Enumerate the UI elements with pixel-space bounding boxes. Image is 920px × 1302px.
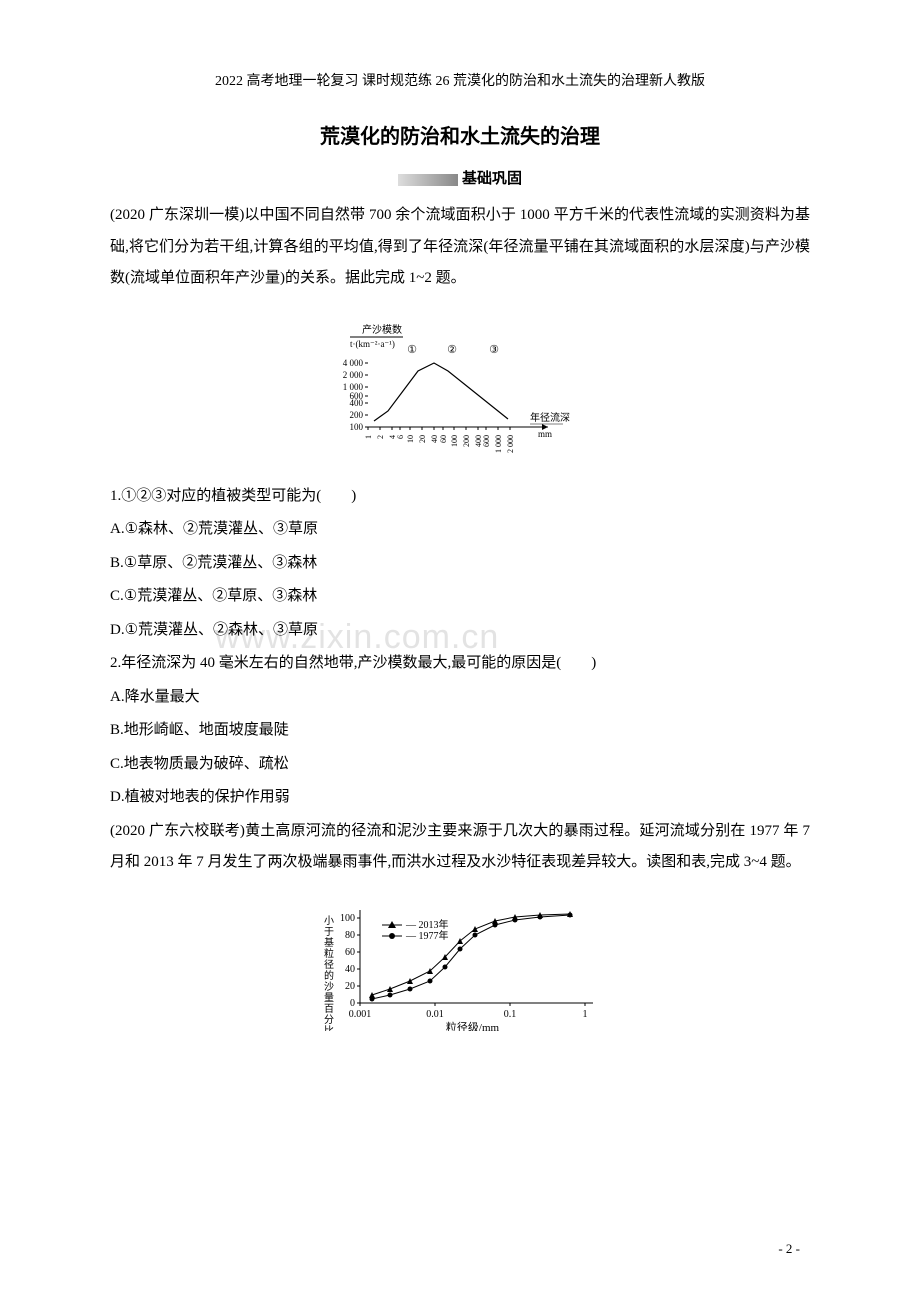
svg-text:2 000: 2 000 — [506, 435, 515, 453]
svg-text:②: ② — [447, 344, 457, 356]
svg-text:6: 6 — [396, 435, 405, 439]
svg-text:比: 比 — [324, 1025, 334, 1031]
chart1-svg: 1002004006001 0002 0004 0001246102040601… — [310, 307, 610, 467]
svg-text:0: 0 — [350, 998, 355, 1009]
svg-text:的: 的 — [324, 969, 334, 982]
page-number: - 2 - — [778, 1241, 800, 1257]
svg-text:分: 分 — [324, 1014, 334, 1026]
passage1-text: (2020 广东深圳一模)以中国不同自然带 700 余个流域面积小于 1000 … — [110, 200, 810, 295]
svg-text:③: ③ — [489, 344, 499, 356]
svg-text:年径流深: 年径流深 — [530, 411, 570, 424]
svg-text:0.01: 0.01 — [426, 1009, 444, 1020]
q2-option-a: A.降水量最大 — [110, 682, 810, 714]
svg-text:20: 20 — [418, 435, 427, 443]
svg-text:40: 40 — [430, 435, 439, 443]
svg-text:量: 量 — [324, 992, 334, 1004]
svg-text:100: 100 — [450, 435, 459, 447]
svg-text:80: 80 — [345, 930, 355, 941]
svg-text:1 000: 1 000 — [494, 435, 503, 453]
q1-stem: 1.①②③对应的植被类型可能为( ) — [110, 481, 810, 513]
q1-option-a: A.①森林、②荒漠灌丛、③草原 — [110, 514, 810, 546]
q1-option-c: C.①荒漠灌丛、②草原、③森林 — [110, 581, 810, 613]
q1-option-b: B.①草原、②荒漠灌丛、③森林 — [110, 548, 810, 580]
q2-option-b: B.地形崎岖、地面坡度最陡 — [110, 715, 810, 747]
svg-text:— 2013年: — 2013年 — [405, 918, 449, 931]
svg-text:4 000: 4 000 — [343, 358, 364, 368]
svg-text:产沙模数: 产沙模数 — [362, 323, 402, 336]
svg-text:百: 百 — [324, 1003, 334, 1015]
q2-option-d: D.植被对地表的保护作用弱 — [110, 782, 810, 814]
svg-text:1 000: 1 000 — [343, 382, 364, 392]
svg-text:2: 2 — [376, 435, 385, 439]
svg-text:mm: mm — [538, 429, 552, 439]
svg-text:60: 60 — [345, 947, 355, 958]
svg-text:— 1977年: — 1977年 — [405, 929, 449, 942]
svg-text:粒: 粒 — [324, 947, 334, 960]
svg-text:600: 600 — [482, 435, 491, 447]
svg-text:600: 600 — [350, 391, 364, 401]
q2-option-c: C.地表物质最为破碎、疏松 — [110, 749, 810, 781]
chart2-svg: 0204060801000.0010.010.11小于基粒径的沙量百分比/%粒径… — [305, 891, 615, 1031]
svg-text:100: 100 — [340, 913, 355, 924]
passage2-text: (2020 广东六校联考)黄土高原河流的径流和泥沙主要来源于几次大的暴雨过程。延… — [110, 816, 810, 879]
svg-text:小: 小 — [324, 915, 334, 927]
chart2-container: 0204060801000.0010.010.11小于基粒径的沙量百分比/%粒径… — [110, 891, 810, 1031]
svg-text:10: 10 — [406, 435, 415, 443]
svg-text:1: 1 — [583, 1009, 588, 1020]
q2-stem: 2.年径流深为 40 毫米左右的自然地带,产沙模数最大,最可能的原因是( ) — [110, 648, 810, 680]
svg-text:0.1: 0.1 — [504, 1009, 517, 1020]
svg-text:于: 于 — [324, 927, 334, 938]
svg-text:径: 径 — [324, 958, 334, 971]
svg-text:40: 40 — [345, 964, 355, 975]
svg-text:t·(km⁻²·a⁻¹): t·(km⁻²·a⁻¹) — [350, 339, 395, 349]
svg-text:基: 基 — [324, 936, 334, 949]
svg-text:粒径级/mm: 粒径级/mm — [446, 1020, 500, 1031]
svg-text:20: 20 — [345, 981, 355, 992]
chart1-container: 1002004006001 0002 0004 0001246102040601… — [110, 307, 810, 467]
svg-text:200: 200 — [350, 410, 364, 420]
svg-text:①: ① — [407, 344, 417, 356]
svg-text:60: 60 — [439, 435, 448, 443]
q1-option-d: D.①荒漠灌丛、②森林、③草原 — [110, 615, 810, 647]
svg-text:100: 100 — [350, 422, 364, 432]
svg-text:2 000: 2 000 — [343, 370, 364, 380]
svg-text:200: 200 — [462, 435, 471, 447]
svg-text:1: 1 — [364, 435, 373, 439]
svg-text:沙: 沙 — [324, 981, 334, 993]
header-title: 2022 高考地理一轮复习 课时规范练 26 荒漠化的防治和水土流失的治理新人教… — [110, 70, 810, 90]
content-layer: 2022 高考地理一轮复习 课时规范练 26 荒漠化的防治和水土流失的治理新人教… — [110, 70, 810, 1031]
svg-text:0.001: 0.001 — [349, 1009, 372, 1020]
section-header: 基础巩固 — [110, 167, 810, 188]
main-title: 荒漠化的防治和水土流失的治理 — [110, 120, 810, 149]
